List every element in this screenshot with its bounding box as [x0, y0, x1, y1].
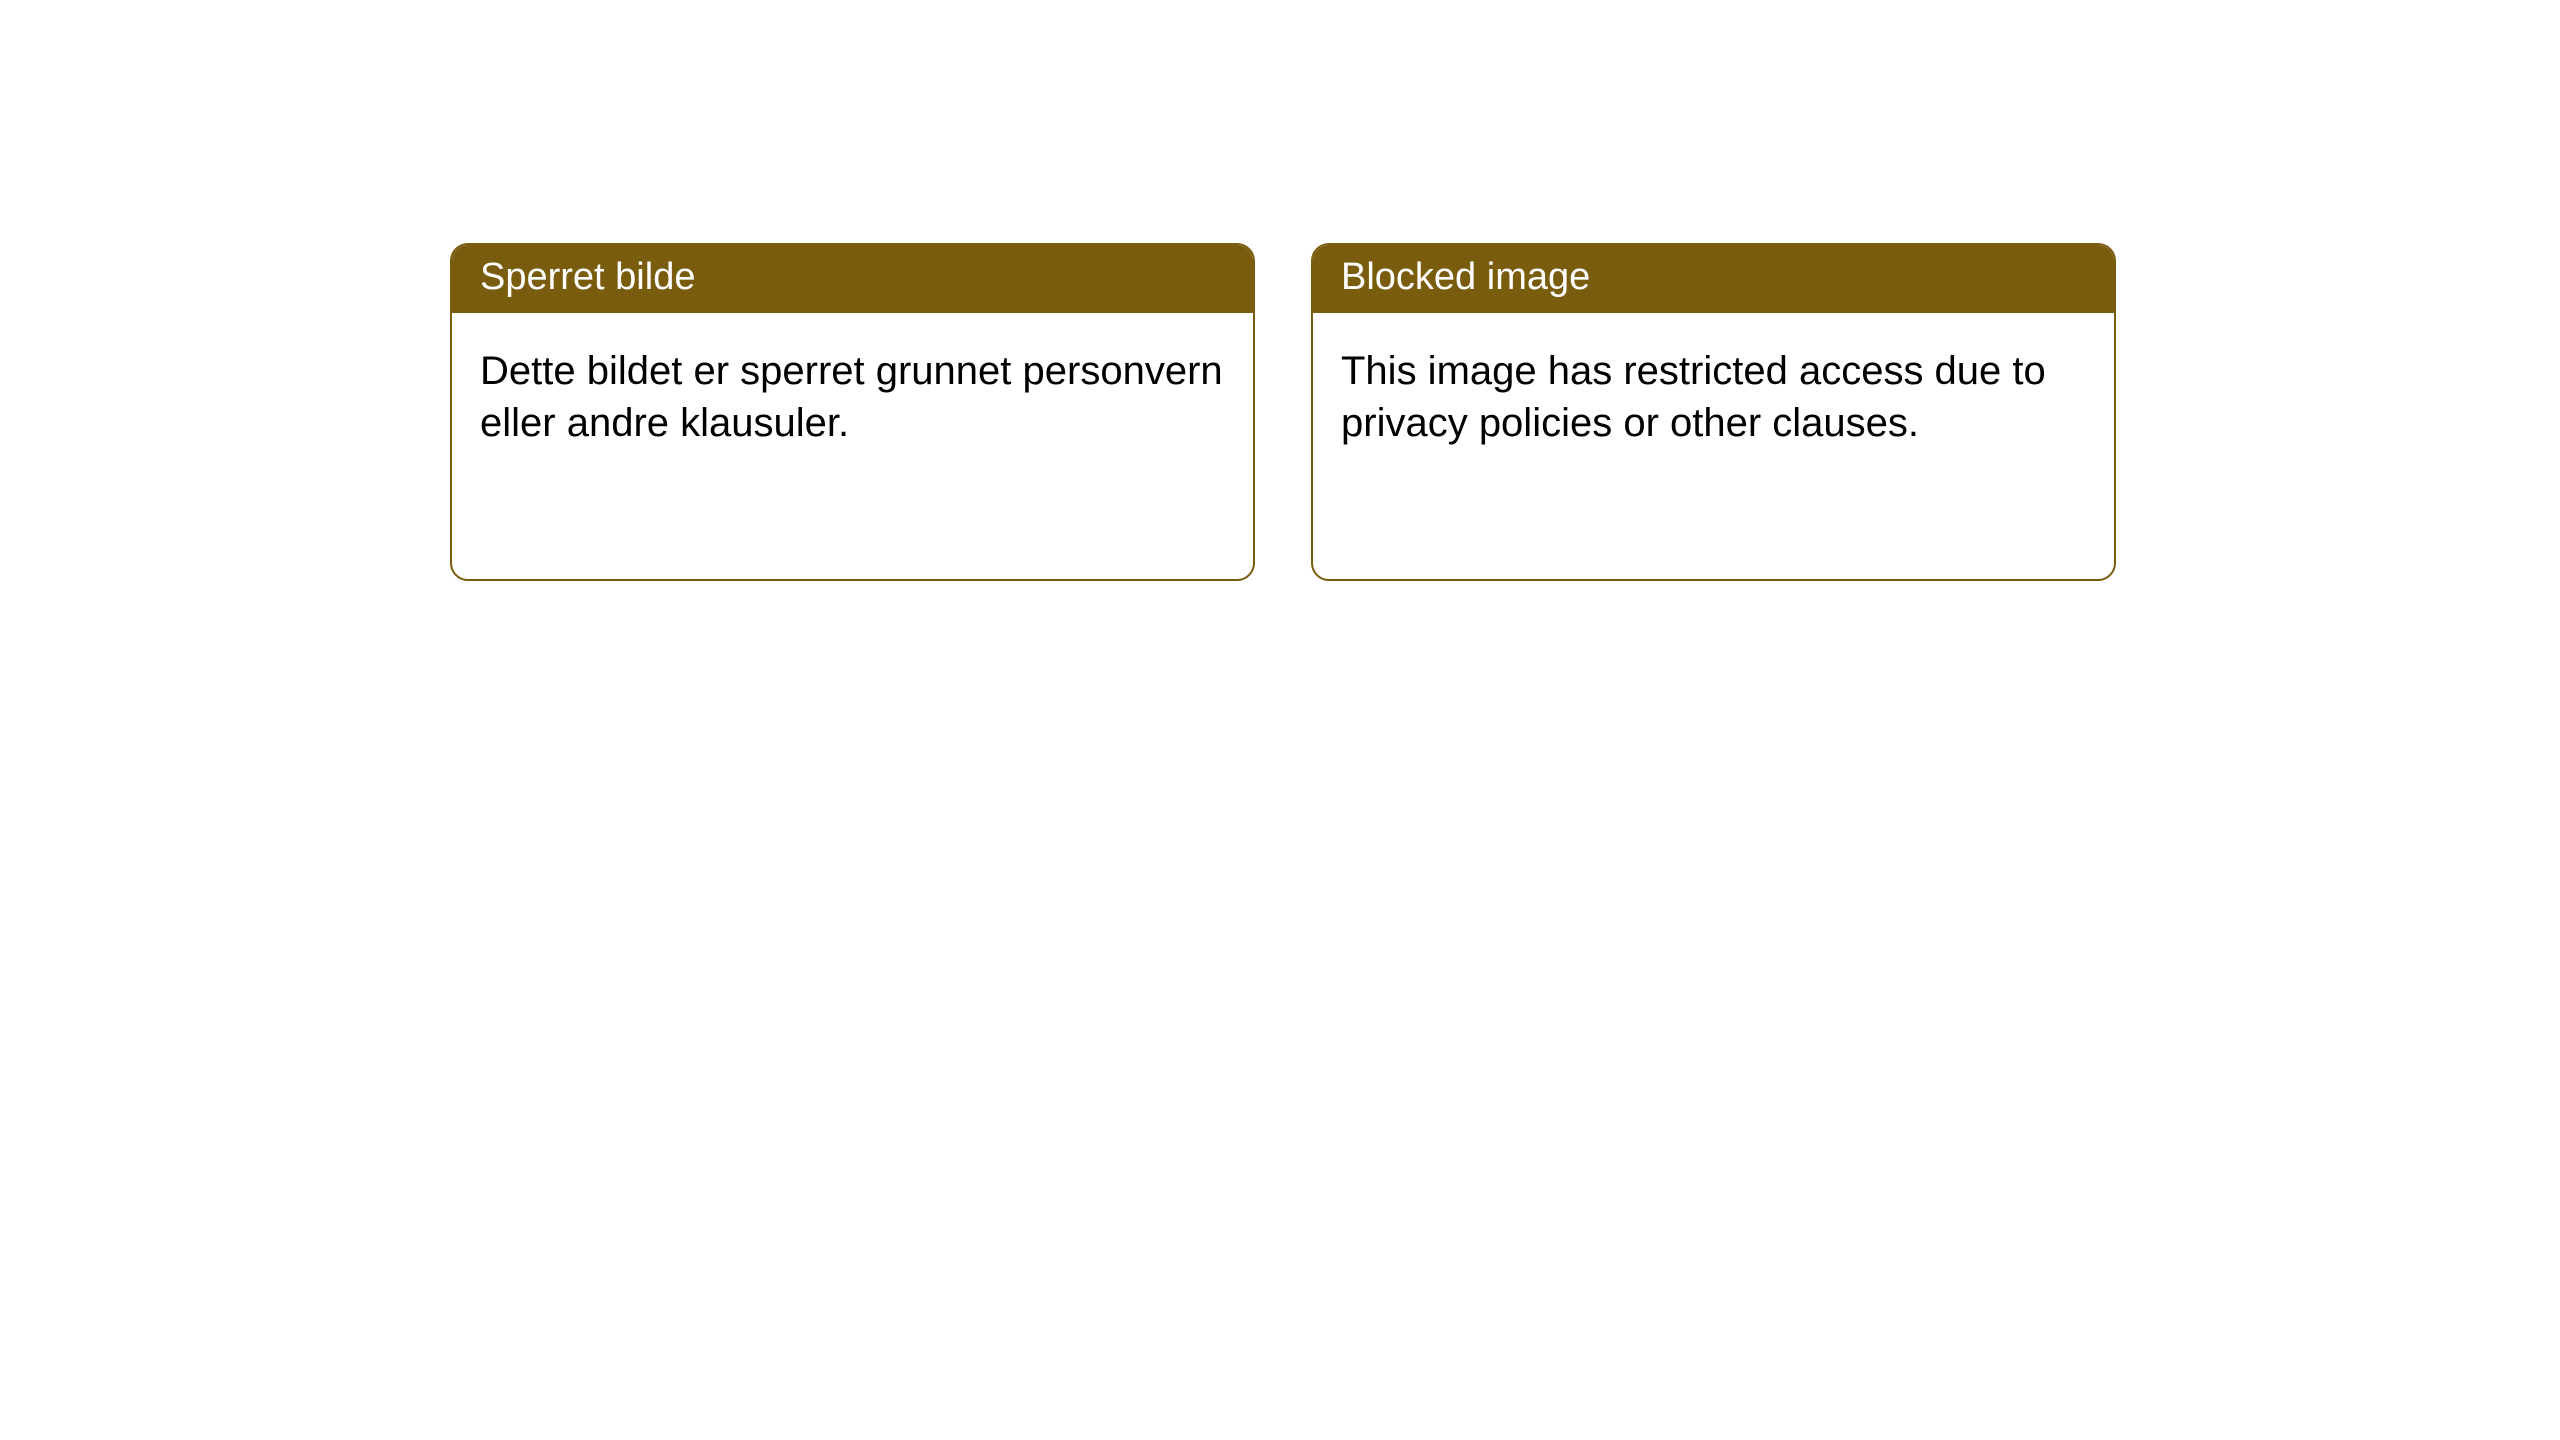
blocked-image-card-english: Blocked image This image has restricted … — [1311, 243, 2116, 581]
card-body: This image has restricted access due to … — [1313, 313, 2114, 477]
blocked-image-card-norwegian: Sperret bilde Dette bildet er sperret gr… — [450, 243, 1255, 581]
card-header: Sperret bilde — [452, 245, 1253, 313]
cards-container: Sperret bilde Dette bildet er sperret gr… — [0, 0, 2560, 581]
card-body: Dette bildet er sperret grunnet personve… — [452, 313, 1253, 477]
card-header: Blocked image — [1313, 245, 2114, 313]
